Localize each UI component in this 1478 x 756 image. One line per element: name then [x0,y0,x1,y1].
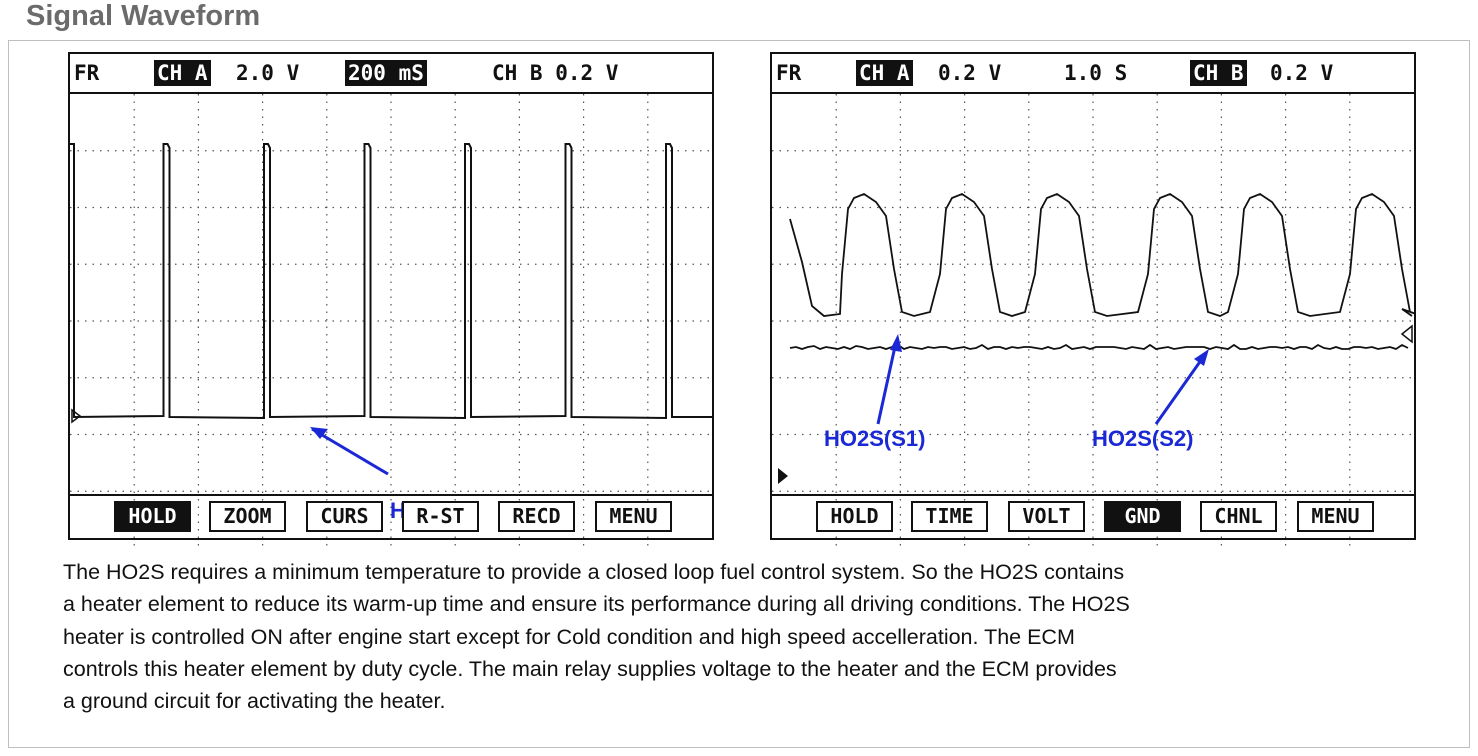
right-ch-b-scale: 0.2 V [1270,61,1334,85]
right-trigger-marker [778,468,788,484]
right-button-bar: HOLD TIME VOLT GND CHNL MENU [772,494,1414,538]
right-hold-button[interactable]: HOLD [816,501,893,532]
right-timebase: 1.0 S [1064,61,1128,85]
right-chnl-button[interactable]: CHNL [1200,501,1277,532]
left-scope-plot: Heater [70,94,712,548]
right-ch-b-label: CH B [1190,60,1247,86]
left-mode-label: FR [74,61,100,85]
right-volt-button[interactable]: VOLT [1008,501,1085,532]
right-scope-plot: HO2S(S1) HO2S(S2) [772,94,1423,548]
description-line: a heater element to reduce its warm-up t… [63,592,1130,617]
right-scope-panel: FR CH A 0.2 V 1.0 S CH B 0.2 V HO2S(S1) … [770,52,1423,548]
left-scope-header: FR CH A 2.0 V 200 mS CH B 0.2 V [70,54,712,94]
description-line: a ground circuit for activating the heat… [63,689,446,714]
ho2s-s1-label: HO2S(S1) [824,426,925,451]
left-zoom-button[interactable]: ZOOM [209,501,286,532]
content-frame [8,40,1470,748]
left-ch-b-label: CH B 0.2 V [492,61,619,85]
description-line: The HO2S requires a minimum temperature … [63,560,1125,584]
ho2s-s1-arrow-head [890,334,902,352]
left-timebase: 200 mS [345,60,427,86]
left-scope-panel: FR CH A 2.0 V 200 mS CH B 0.2 V Heater H… [68,52,714,548]
left-grid [70,94,712,548]
left-ground-marker [71,408,82,424]
ho2s-s1-arrow [876,341,898,425]
ho2s-s1-waveform [789,192,1423,317]
ho2s-s2-arrow-head [1194,349,1209,366]
description-text: The HO2S requires a minimum temperature … [63,556,1443,717]
description-line: heater is controlled ON after engine sta… [63,624,1075,649]
right-grid [772,94,1414,548]
ho2s-s2-waveform [789,343,1409,350]
right-ch-a-label: CH A [856,60,913,86]
right-ch-a-scale: 0.2 V [938,61,1002,85]
right-waveform-svg: HO2S(S1) HO2S(S2) [772,94,1423,548]
left-menu-button[interactable]: MENU [595,501,672,532]
ho2s-s2-arrow [1154,355,1206,425]
description-line: controls this heater element by duty cyc… [63,656,1117,681]
left-button-bar: HOLD ZOOM CURS R-ST RECD MENU [70,494,712,538]
left-recd-button[interactable]: RECD [498,501,575,532]
left-waveform-svg: Heater [70,94,712,548]
right-mode-label: FR [776,61,802,85]
page-title: Signal Waveform [26,0,261,32]
right-gnd-button[interactable]: GND [1104,501,1181,532]
left-hold-button[interactable]: HOLD [114,501,191,532]
right-level-marker [1400,324,1413,344]
ho2s-s2-label: HO2S(S2) [1092,426,1193,451]
left-heater-waveform [70,143,712,420]
left-curs-button[interactable]: CURS [306,501,383,532]
right-menu-button[interactable]: MENU [1297,501,1374,532]
heater-arrow-head [310,427,328,439]
left-r-st-button[interactable]: R-ST [402,501,479,532]
right-scope-header: FR CH A 0.2 V 1.0 S CH B 0.2 V [772,54,1414,94]
left-ch-a-scale: 2.0 V [236,61,300,85]
heater-arrow [311,427,389,476]
left-ch-a-label: CH A [154,60,211,86]
right-time-button[interactable]: TIME [911,501,988,532]
